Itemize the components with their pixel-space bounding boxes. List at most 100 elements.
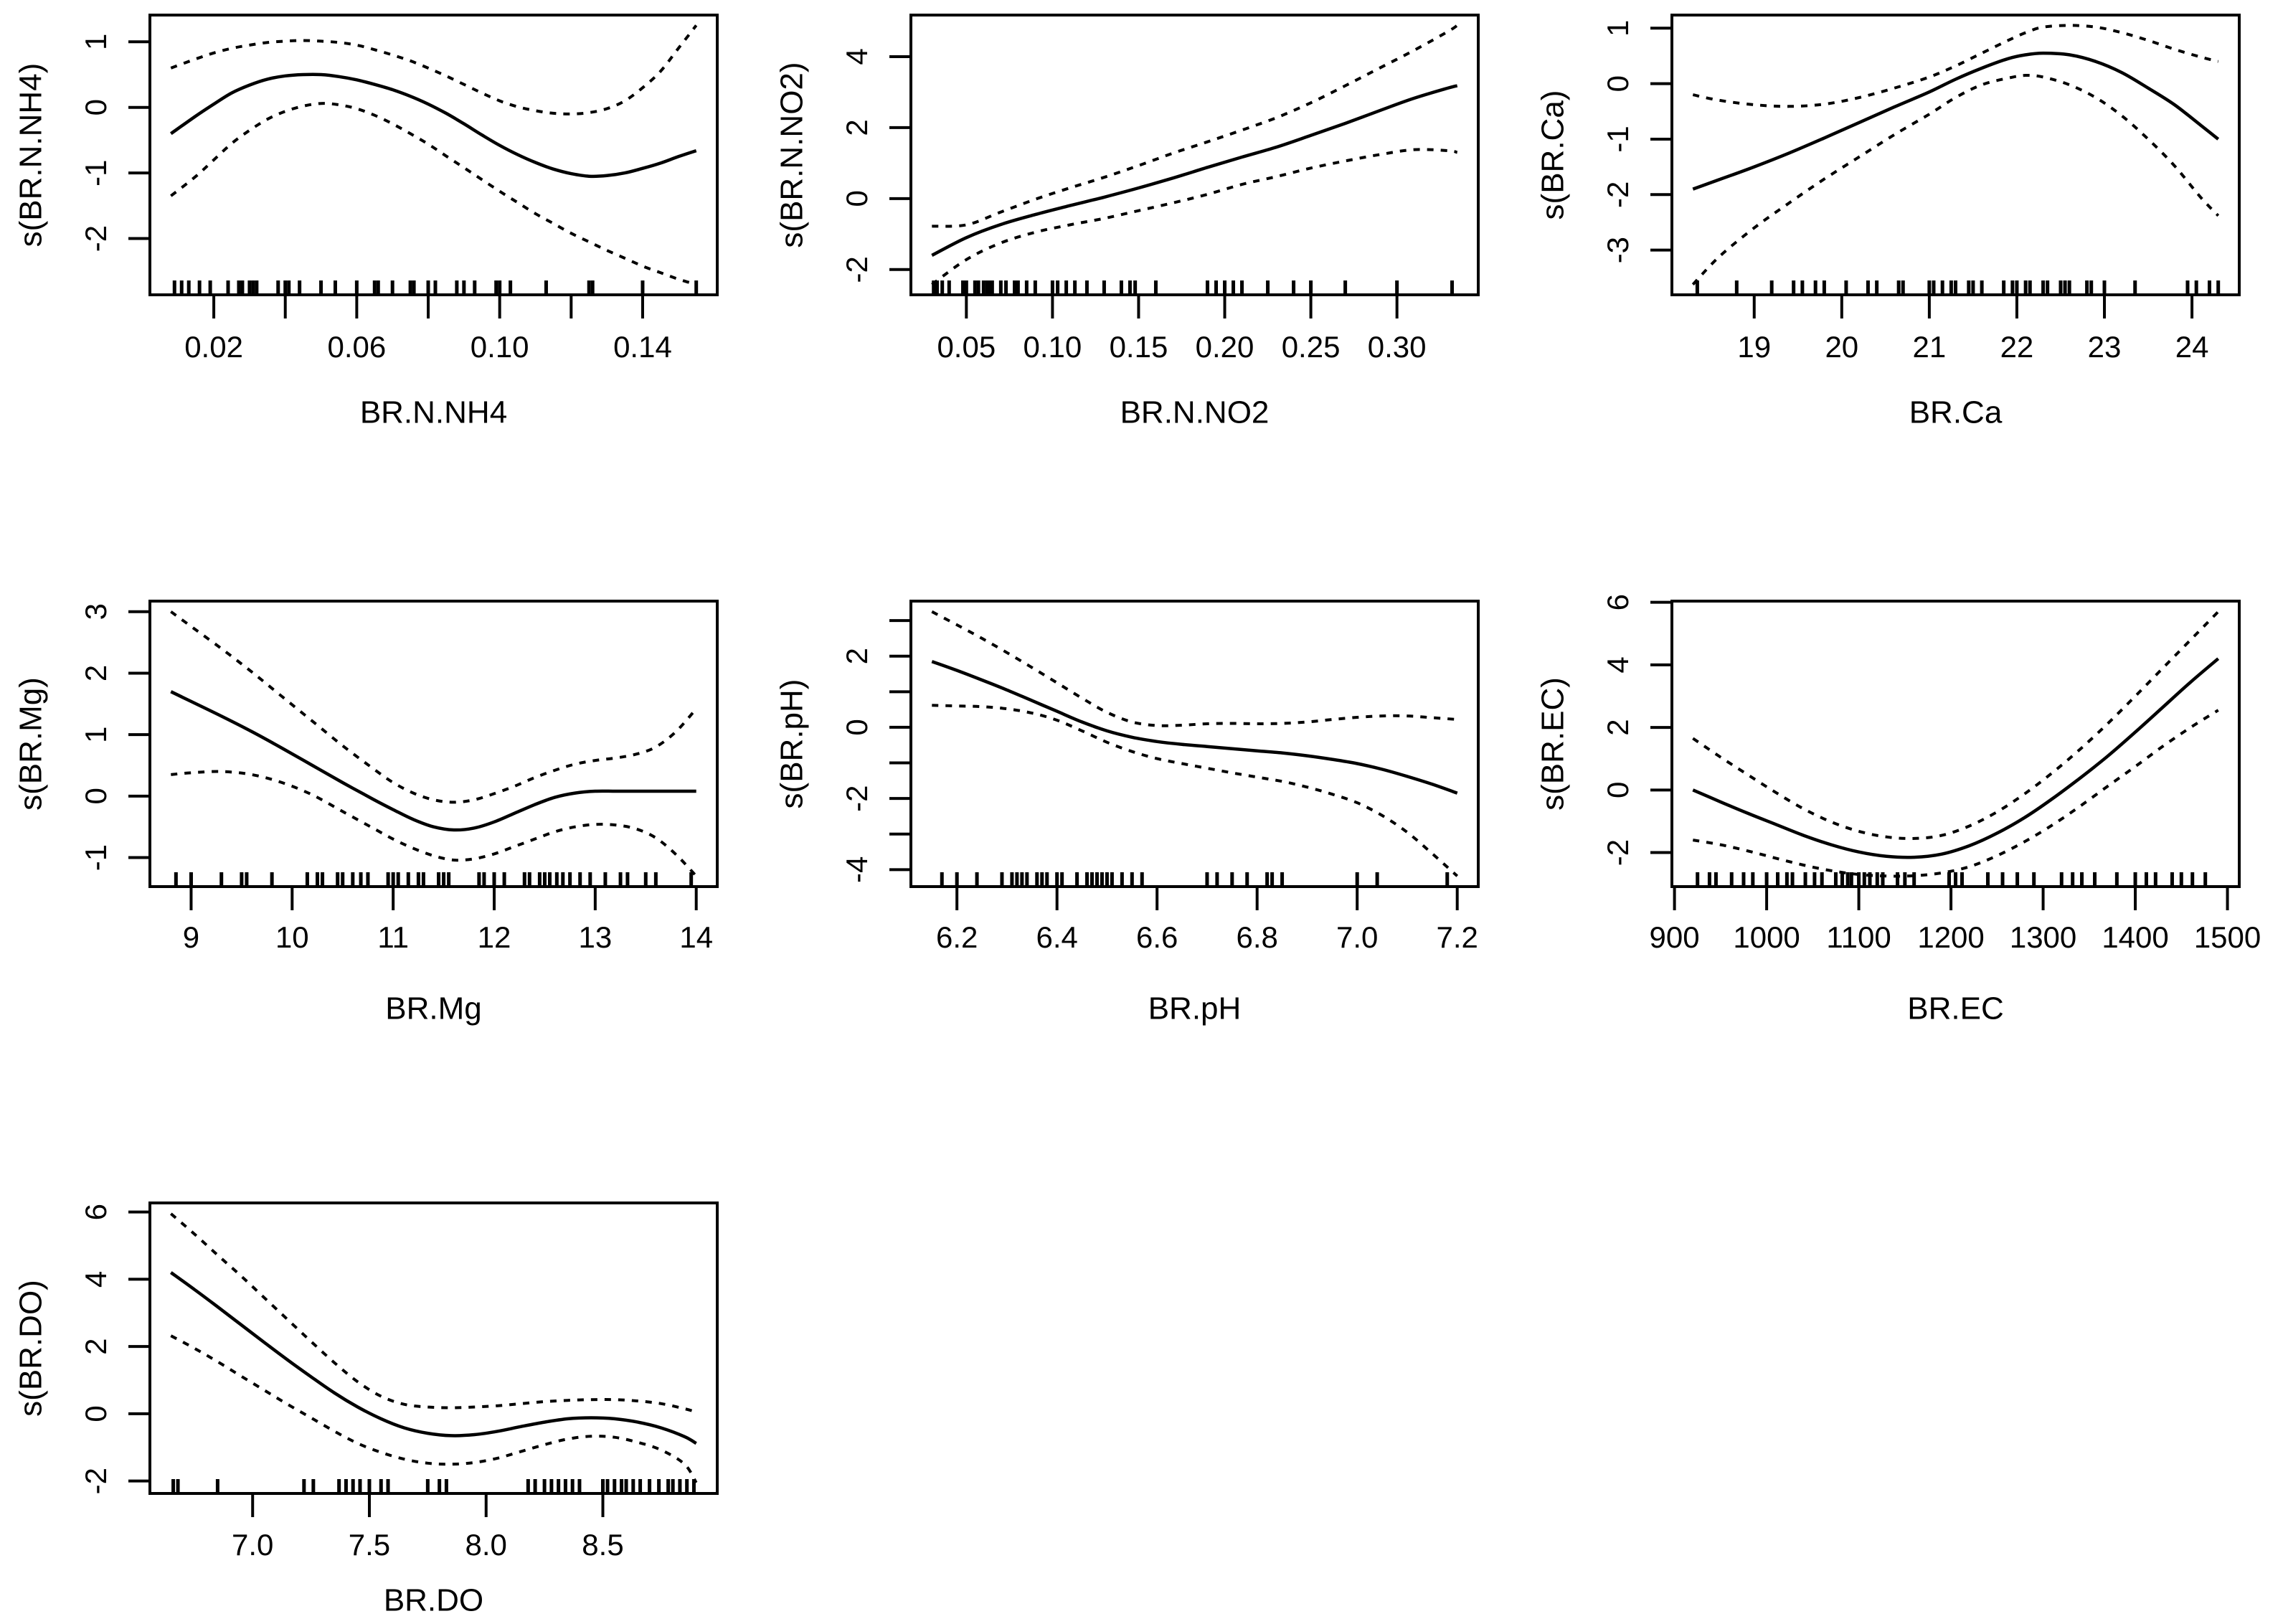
fit-curve (931, 84, 1458, 258)
lower-ci-curve (1692, 709, 2219, 878)
plot-box (909, 600, 1480, 888)
y-tick-label: 1 (79, 34, 113, 50)
y-tick-label: -2 (79, 225, 113, 252)
x-tick-label: 12 (478, 920, 511, 954)
x-tick-label: 1200 (1917, 920, 1984, 954)
x-tick-label: 6.8 (1236, 920, 1277, 954)
x-axis-title: BR.pH (1148, 991, 1242, 1026)
x-axis-title: BR.N.NO2 (1120, 395, 1270, 430)
fit-curve (170, 690, 696, 832)
lower-ci-curve (170, 1334, 698, 1484)
x-tick-label: 0.06 (328, 330, 387, 364)
y-tick-label: 0 (1601, 75, 1635, 92)
y-tick-label: -2 (79, 1468, 113, 1494)
y-tick-label: 3 (79, 603, 113, 620)
x-tick-label: 0.02 (184, 330, 243, 364)
fit-curve (1692, 51, 2220, 191)
y-tick-label: -4 (840, 856, 874, 883)
y-tick-label: -1 (1601, 126, 1635, 152)
lower-ci-curve (171, 770, 698, 877)
x-tick-label: 7.0 (232, 1528, 273, 1562)
panel-BR.N.NO2: 0.05 0.10 0.15 0.20 0.25 0.30 4 2 0 -2 BR.N.NO2 s(B… (775, 14, 1480, 430)
upper-ci-curve (1692, 24, 2219, 108)
x-tick-label: 6.2 (936, 920, 978, 954)
x-tick-label: 7.2 (1437, 920, 1478, 954)
upper-ci-curve (169, 1212, 697, 1414)
y-axis-title: s(BR.Mg) (14, 677, 49, 811)
x-tick-label: 900 (1650, 920, 1700, 954)
lower-ci-curve (932, 704, 1459, 877)
y-axis-title: s(BR.N.NH4) (14, 63, 49, 247)
upper-ci-curve (1692, 610, 2220, 840)
x-tick-label: 0.25 (1282, 330, 1341, 364)
x-axis-title: BR.Mg (385, 991, 481, 1026)
x-axis-title: BR.DO (384, 1583, 483, 1618)
panel-BR.DO: 7.0 7.5 8.0 8.5 6 4 2 0 -2 BR.DO s(BR.DO) (14, 1202, 719, 1618)
x-tick-label: 8.5 (582, 1528, 623, 1562)
x-tick-label: 0.20 (1196, 330, 1254, 364)
y-tick-label: 2 (79, 665, 113, 681)
x-tick-label: 7.0 (1336, 920, 1378, 954)
lower-ci-curve (931, 148, 1458, 286)
x-tick-label: 21 (1913, 330, 1947, 364)
upper-ci-curve (932, 24, 1458, 228)
x-tick-label: 7.5 (349, 1528, 390, 1562)
y-axis-title: s(BR.pH) (775, 679, 810, 809)
x-tick-label: 9 (183, 920, 199, 954)
x-tick-label: 1300 (2010, 920, 2076, 954)
plot-box (1670, 14, 2241, 296)
plot-box (1670, 600, 2241, 888)
y-tick-label: 6 (1601, 594, 1635, 610)
x-tick-label: 1400 (2102, 920, 2168, 954)
fit-curve (169, 1271, 697, 1445)
y-tick-label: 6 (79, 1204, 113, 1220)
x-tick-label: 11 (377, 920, 409, 954)
fit-curve (170, 72, 697, 179)
panel-BR.Ca: 19 20 21 22 23 24 1 0 -1 -2 -3 BR.Ca s(BR.Ca) (1536, 14, 2241, 430)
y-tick-label: 0 (840, 719, 874, 735)
plot-box (909, 14, 1480, 296)
y-tick-label: -3 (1601, 237, 1635, 263)
y-axis-title: s(BR.DO) (14, 1280, 49, 1417)
x-tick-label: 10 (275, 920, 309, 954)
y-tick-label: 0 (1601, 782, 1635, 798)
plot-box (148, 1202, 719, 1495)
fit-curve (1692, 657, 2220, 859)
y-axis-title: s(BR.Ca) (1536, 90, 1571, 220)
y-tick-label: 0 (79, 788, 113, 804)
y-tick-label: 2 (840, 648, 874, 664)
x-tick-label: 20 (1825, 330, 1858, 364)
x-tick-label: 1100 (1826, 920, 1891, 954)
x-tick-label: 13 (578, 920, 612, 954)
y-tick-label: 4 (1601, 656, 1635, 673)
y-tick-label: -2 (1601, 181, 1635, 208)
upper-ci-curve (170, 24, 698, 115)
y-tick-label: 4 (840, 48, 874, 65)
x-tick-label: 23 (2088, 330, 2122, 364)
x-tick-label: 0.05 (937, 330, 996, 364)
panel-BR.pH: 6.2 6.4 6.6 6.8 7.0 7.2 2 0 -2 -4 BR.pH s(BR.pH) (775, 600, 1480, 1026)
y-tick-label: -1 (79, 844, 113, 871)
x-axis-title: BR.N.NH4 (360, 395, 507, 430)
y-tick-label: 1 (79, 726, 113, 742)
x-axis-title: BR.Ca (1909, 395, 2003, 430)
x-tick-label: 0.15 (1110, 330, 1168, 364)
lower-ci-curve (1691, 73, 2220, 285)
fit-curve (931, 660, 1458, 795)
upper-ci-curve (170, 610, 698, 804)
y-tick-label: 0 (840, 190, 874, 207)
y-tick-label: -2 (1601, 839, 1635, 866)
x-tick-label: 0.14 (613, 330, 672, 364)
y-tick-label: 1 (1601, 20, 1635, 37)
y-tick-label: 2 (1601, 719, 1635, 735)
plot-box (148, 14, 719, 296)
x-tick-label: 0.10 (1024, 330, 1082, 364)
y-axis-title: s(BR.EC) (1536, 677, 1571, 811)
y-tick-label: 2 (79, 1338, 113, 1354)
x-axis-title: BR.EC (1907, 991, 2003, 1026)
x-tick-label: 19 (1737, 330, 1771, 364)
x-tick-label: 0.30 (1368, 330, 1427, 364)
y-tick-label: 0 (79, 99, 113, 115)
